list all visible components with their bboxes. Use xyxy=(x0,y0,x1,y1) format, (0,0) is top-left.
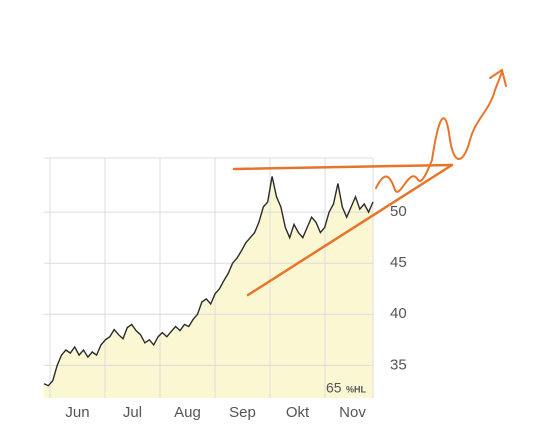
support-line xyxy=(246,163,454,297)
annotation-value: 65 xyxy=(326,380,342,396)
x-tick-label: Jul xyxy=(123,404,142,421)
area-fill xyxy=(44,176,373,398)
y-tick-label: 45 xyxy=(390,254,407,271)
x-tick-label: Okt xyxy=(286,404,310,421)
projection-squiggle xyxy=(375,71,503,193)
resistance-line xyxy=(232,163,454,171)
y-tick-label: 35 xyxy=(390,356,407,373)
hand-drawn-annotations xyxy=(232,68,507,297)
arrow-head xyxy=(489,68,507,87)
price-line xyxy=(43,176,374,387)
x-tick-label: Jun xyxy=(65,404,89,421)
x-tick-label: Aug xyxy=(174,404,201,421)
x-tick-label: Sep xyxy=(229,404,256,421)
x-tick-label: Nov xyxy=(339,404,366,421)
y-tick-label: 50 xyxy=(390,203,407,220)
plot-area: Jun Jul Aug Sep Okt Nov 35 40 45 50 xyxy=(43,157,407,421)
y-tick-label: 40 xyxy=(390,305,407,322)
annotation-unit: %HL xyxy=(346,384,367,394)
